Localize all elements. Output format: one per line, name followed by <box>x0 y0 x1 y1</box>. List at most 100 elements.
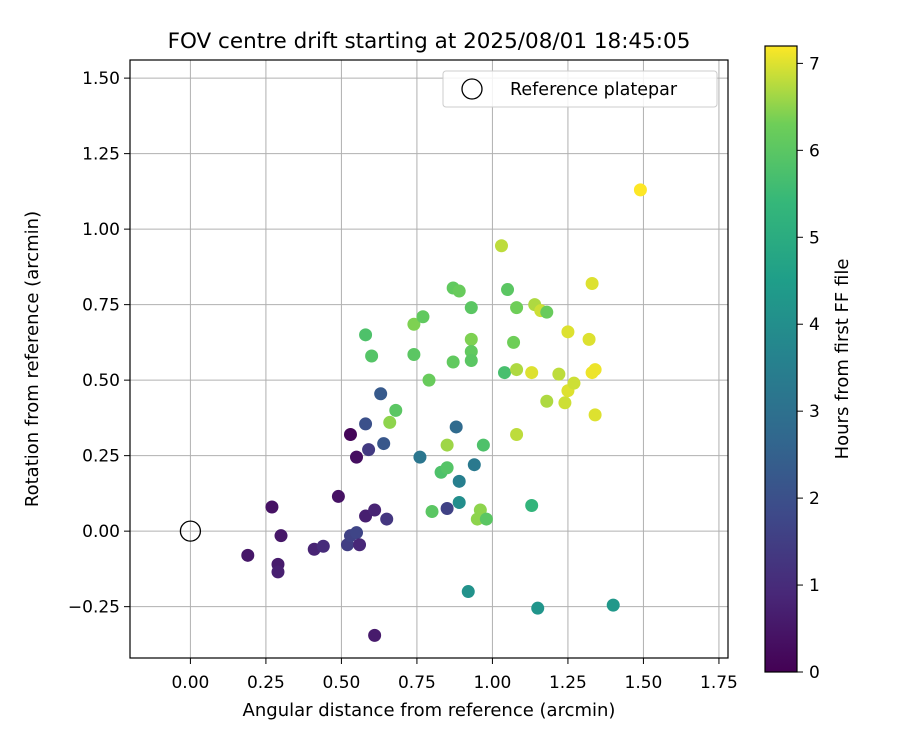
data-point <box>350 526 364 540</box>
data-point <box>467 458 481 472</box>
data-point <box>464 354 478 368</box>
colorbar: 0 1 2 3 4 5 6 7 Hours from first FF file <box>764 45 853 683</box>
data-point <box>540 305 554 319</box>
data-point <box>588 363 602 377</box>
data-point <box>365 349 379 363</box>
data-point <box>525 498 539 512</box>
data-point <box>540 394 554 408</box>
data-point <box>389 403 403 417</box>
data-point <box>350 450 364 464</box>
y-tick-label: 0.75 <box>82 296 120 316</box>
y-tick-label: −0.25 <box>68 598 120 618</box>
x-axis-label: Angular distance from reference (arcmin) <box>243 700 616 721</box>
x-tick-label: 0.50 <box>322 673 360 693</box>
data-point <box>510 428 524 442</box>
colorbar-tick-label: 0 <box>809 663 820 683</box>
data-point <box>585 276 599 290</box>
data-point <box>464 344 478 358</box>
x-tick-label: 0.75 <box>398 673 436 693</box>
y-axis-label: Rotation from reference (arcmin) <box>22 211 43 507</box>
data-point <box>440 438 454 452</box>
data-point <box>606 598 620 612</box>
data-point <box>241 548 255 562</box>
data-point <box>633 183 647 197</box>
data-point <box>383 415 397 429</box>
colorbar-tick-label: 7 <box>809 54 820 74</box>
data-point <box>407 317 421 331</box>
data-point <box>446 355 460 369</box>
y-tick-label: 0.25 <box>82 447 120 467</box>
data-point <box>316 539 330 553</box>
y-tick-label: 0.50 <box>82 371 120 391</box>
colorbar-ticks: 0 1 2 3 4 5 6 7 <box>797 54 820 683</box>
data-point <box>425 505 439 519</box>
legend: Reference platepar <box>442 70 718 108</box>
colorbar-tick-label: 2 <box>809 489 820 509</box>
data-point <box>479 512 493 526</box>
data-point <box>452 474 466 488</box>
colorbar-gradient <box>764 45 798 673</box>
x-tick-label: 1.25 <box>549 673 587 693</box>
data-point <box>374 387 388 401</box>
y-tick-label: 1.00 <box>82 220 120 240</box>
legend-label-reference: Reference platepar <box>510 80 678 100</box>
legend-marker-reference <box>461 78 483 100</box>
data-point <box>561 325 575 339</box>
data-point <box>552 367 566 381</box>
data-point <box>525 366 539 380</box>
data-point <box>413 450 427 464</box>
data-point <box>407 347 421 361</box>
data-point <box>461 585 475 599</box>
x-tick-label: 0.25 <box>247 673 285 693</box>
data-point <box>498 366 512 380</box>
data-point <box>452 284 466 298</box>
data-point <box>558 396 572 410</box>
colorbar-tick-label: 3 <box>809 402 820 422</box>
data-point <box>510 363 524 377</box>
data-point <box>368 503 382 517</box>
y-tick-label: 1.25 <box>82 145 120 165</box>
data-point <box>368 628 382 642</box>
data-point <box>510 301 524 315</box>
data-point <box>494 239 508 253</box>
x-axis-ticks: 0.00 0.25 0.50 0.75 1.00 1.25 1.50 1.75 <box>171 658 738 693</box>
data-point <box>353 538 367 552</box>
data-point <box>265 500 279 514</box>
colorbar-tick-label: 4 <box>809 315 820 335</box>
colorbar-label: Hours from first FF file <box>832 259 853 460</box>
data-point <box>359 417 373 431</box>
data-point <box>422 373 436 387</box>
chart-title: FOV centre drift starting at 2025/08/01 … <box>168 29 691 54</box>
data-point <box>440 502 454 515</box>
data-point <box>449 420 463 434</box>
x-tick-label: 1.75 <box>700 673 738 693</box>
data-point <box>440 461 454 475</box>
data-point <box>582 332 596 346</box>
plot-frame <box>129 59 729 659</box>
data-point <box>362 443 376 457</box>
data-point <box>331 489 345 503</box>
data-point <box>271 565 285 579</box>
data-point <box>588 408 602 422</box>
data-point <box>567 376 581 390</box>
legend-box <box>442 70 718 108</box>
x-tick-label: 1.00 <box>473 673 511 693</box>
x-tick-label: 0.00 <box>171 673 209 693</box>
data-points <box>179 183 647 642</box>
data-point <box>274 529 288 543</box>
colorbar-tick-label: 1 <box>809 576 820 596</box>
y-tick-label: 0.00 <box>82 522 120 542</box>
colorbar-tick-label: 5 <box>809 228 820 248</box>
data-point <box>359 328 373 342</box>
y-axis-ticks: −0.25 0.00 0.25 0.50 0.75 1.00 1.25 1.50 <box>68 69 130 618</box>
data-point <box>531 601 545 615</box>
grid-lines <box>130 60 728 658</box>
y-tick-label: 1.50 <box>82 69 120 89</box>
data-point <box>452 495 466 509</box>
data-point <box>380 512 394 526</box>
data-point <box>464 301 478 315</box>
colorbar-tick-label: 6 <box>809 141 820 161</box>
data-point <box>476 438 490 452</box>
data-point <box>377 437 391 451</box>
